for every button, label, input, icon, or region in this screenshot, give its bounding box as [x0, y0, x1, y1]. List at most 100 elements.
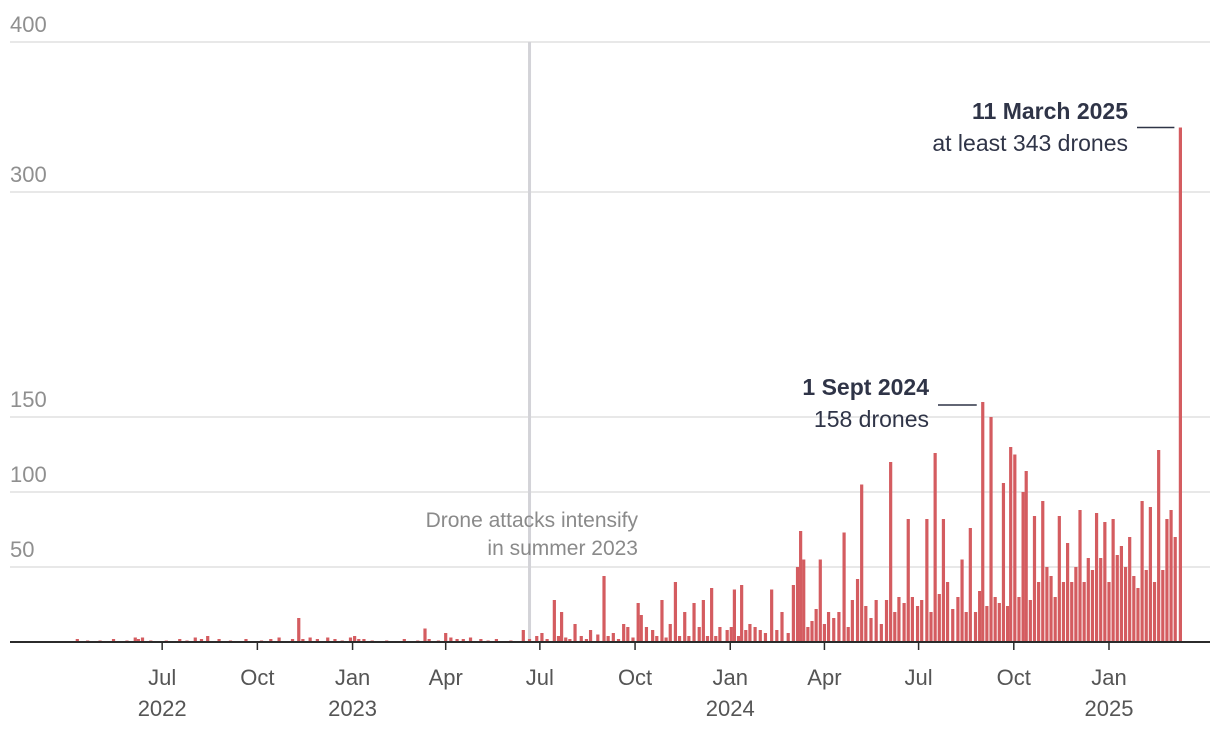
- bar-2023-04-25: [468, 637, 473, 642]
- bar-2023-04-18: [461, 639, 465, 642]
- bar-2023-09-15: [616, 639, 621, 642]
- bar-2022-07-18: [178, 639, 182, 642]
- bar-2023-08-26: [596, 634, 600, 642]
- bar-2023-09-29: [631, 637, 635, 642]
- y-tick-label-150: 150: [10, 387, 47, 412]
- bar-2022-06-12: [140, 637, 145, 642]
- bar-2024-03-12: [802, 559, 806, 642]
- bar-2024-05-07: [860, 484, 864, 642]
- bar-2022-05-15: [111, 639, 116, 642]
- bar-2023-12-18: [714, 636, 718, 642]
- bar-2024-02-04: [763, 633, 768, 642]
- x-tick-label-oct-2023-10-01: Oct: [618, 665, 652, 690]
- bar-2023-07-22: [559, 612, 564, 642]
- bar-2025-01-01: [1107, 582, 1111, 642]
- bar-2023-09-24: [626, 627, 630, 642]
- bar-2023-10-22: [655, 636, 659, 642]
- bar-2023-12-29: [725, 630, 729, 642]
- x-year-label-2024: 2024: [706, 696, 755, 721]
- bar-2023-07-15: [552, 600, 556, 642]
- x-tick-label-jan-2023-01-01: Jan: [335, 665, 370, 690]
- bar-2024-08-03: [951, 609, 955, 642]
- bar-2024-09-28: [1009, 447, 1013, 642]
- annotation-march-2025-title: 11 March 2025: [972, 98, 1128, 124]
- bar-2024-04-28: [850, 600, 854, 642]
- bar-2024-08-08: [956, 597, 960, 642]
- bar-2023-11-18: [683, 612, 687, 642]
- bar-2024-08-20: [968, 528, 972, 642]
- y-tick-label-50: 50: [10, 537, 34, 562]
- bar-2024-05-11: [864, 606, 868, 642]
- bar-2024-05-26: [879, 624, 883, 642]
- bar-2024-05-16: [869, 618, 873, 642]
- bar-2023-03-16: [427, 639, 431, 642]
- bar-2022-11-10: [297, 618, 301, 642]
- bar-2022-12-08: [326, 637, 330, 642]
- bar-2023-05-20: [494, 639, 498, 642]
- bar-2024-09-25: [1005, 606, 1010, 642]
- bar-2025-01-17: [1123, 567, 1128, 642]
- bar-2023-12-06: [701, 600, 705, 642]
- bar-2024-05-03: [855, 579, 860, 642]
- bar-2023-11-13: [677, 636, 682, 642]
- bar-2023-12-14: [710, 588, 714, 642]
- bar-2024-08-12: [960, 559, 964, 642]
- bar-2024-09-01: [981, 402, 985, 642]
- annotation-march-2025-text: at least 343 drones: [932, 130, 1128, 156]
- bar-2024-07-04: [920, 600, 924, 642]
- bar-2025-02-22: [1161, 570, 1165, 642]
- bar-2024-07-17: [933, 453, 937, 642]
- bar-2023-09-10: [611, 633, 615, 642]
- bar-2024-03-16: [806, 627, 810, 642]
- bar-series: [75, 127, 1182, 642]
- bar-2024-10-25: [1037, 582, 1041, 642]
- bar-2023-08-15: [584, 639, 589, 642]
- bar-2024-09-17: [997, 603, 1001, 642]
- bar-2023-11-04: [668, 624, 672, 642]
- bar-2025-02-02: [1140, 501, 1144, 642]
- bar-2024-12-20: [1094, 513, 1099, 642]
- bar-2024-01-16: [744, 630, 748, 642]
- bar-2023-12-10: [705, 636, 710, 642]
- bar-2022-08-02: [193, 637, 197, 642]
- bar-2022-06-08: [136, 639, 140, 642]
- x-tick-label-jul-2022-07-01: Jul: [148, 665, 176, 690]
- bar-2024-10-17: [1028, 600, 1032, 642]
- y-tick-label-100: 100: [10, 462, 47, 487]
- bar-2022-08-25: [217, 639, 221, 642]
- bar-2023-08-04: [573, 624, 577, 642]
- bar-2024-06-12: [897, 597, 901, 642]
- bar-2023-06-28: [535, 636, 539, 642]
- bar-2023-04-01: [444, 633, 448, 642]
- bar-2023-09-05: [606, 636, 610, 642]
- bar-2022-11-14: [301, 639, 305, 642]
- bar-2023-07-19: [556, 636, 561, 642]
- bar-2024-03-02: [791, 585, 795, 642]
- bar-2024-10-29: [1041, 501, 1045, 642]
- bar-2024-11-22: [1066, 543, 1070, 642]
- bar-2025-03-06: [1173, 537, 1177, 642]
- bar-2023-05-05: [479, 639, 483, 642]
- bar-2024-10-10: [1021, 492, 1025, 642]
- bar-2024-04-15: [837, 612, 841, 642]
- bar-2024-05-31: [884, 600, 889, 642]
- bar-2023-01-03: [353, 636, 357, 642]
- bar-2024-04-10: [832, 618, 836, 642]
- bar-2024-11-30: [1074, 567, 1078, 642]
- bar-2023-10-31: [664, 637, 668, 642]
- bar-2023-08-19: [588, 630, 593, 642]
- annotation-march-2025: 11 March 2025 at least 343 drones: [932, 98, 1175, 156]
- x-year-label-2023: 2023: [328, 696, 377, 721]
- bar-2024-12-16: [1090, 570, 1095, 642]
- bar-2024-01-09: [736, 636, 741, 642]
- bar-2024-12-24: [1099, 558, 1103, 642]
- bar-2024-11-02: [1045, 567, 1049, 642]
- bar-2023-06-21: [527, 639, 532, 642]
- x-tick-label-oct-2024-10-01: Oct: [997, 665, 1031, 690]
- bar-2023-09-20: [622, 624, 626, 642]
- bar-2024-11-06: [1049, 576, 1053, 642]
- bar-2023-01-12: [362, 639, 366, 642]
- y-axis: 400 300 150 100 50: [10, 12, 47, 562]
- bar-2024-02-15: [775, 630, 779, 642]
